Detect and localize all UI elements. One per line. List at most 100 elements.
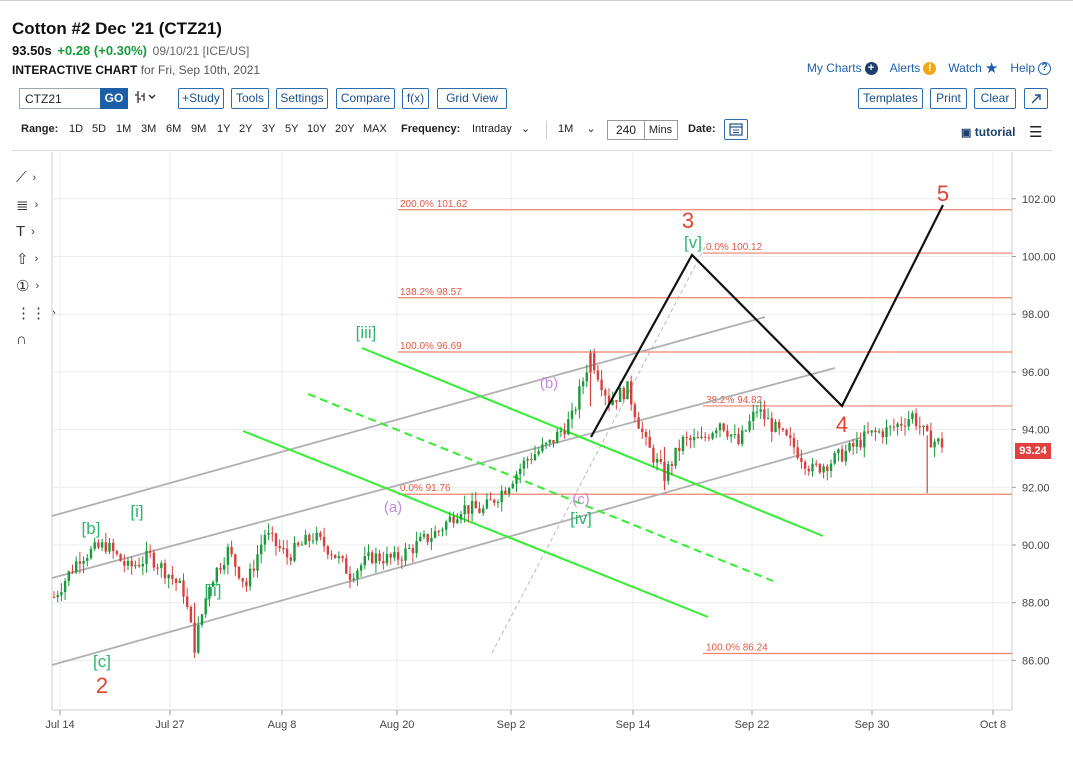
candle-body: [189, 606, 193, 623]
candle-body: [163, 563, 167, 579]
wave-label: [v]: [684, 233, 702, 252]
candle-body: [137, 565, 141, 567]
candle-body: [337, 556, 341, 559]
candle-body: [211, 581, 215, 587]
text-tool[interactable]: T ›: [16, 218, 50, 245]
fx-button[interactable]: f(x): [402, 88, 429, 109]
candle-body: [622, 387, 625, 400]
candle-body: [840, 449, 844, 462]
candle-body: [655, 458, 659, 463]
symbol-input[interactable]: [19, 88, 101, 109]
candle-body: [722, 423, 725, 431]
go-button[interactable]: GO: [100, 88, 128, 109]
candle-body: [678, 447, 681, 452]
candle-body: [637, 417, 640, 429]
candle-body: [278, 545, 281, 548]
print-button[interactable]: Print: [930, 88, 967, 109]
range-9m[interactable]: 9M: [191, 123, 207, 135]
candle-body: [567, 419, 570, 435]
help-link[interactable]: Help ?: [1010, 61, 1051, 75]
my-charts-link[interactable]: My Charts +: [807, 61, 878, 75]
candle-body: [489, 499, 492, 501]
candle-body: [533, 454, 537, 460]
range-20y[interactable]: 20Y: [335, 123, 355, 135]
candle-body: [630, 381, 633, 405]
chevron-down-icon: ⌄: [520, 123, 531, 135]
fib-tool[interactable]: ≣ ›: [16, 191, 50, 218]
candle-body: [182, 580, 185, 597]
range-1d[interactable]: 1D: [69, 123, 84, 135]
film-icon: ▣: [961, 127, 972, 139]
chevron-right-icon: ›: [32, 171, 37, 184]
candle-body: [770, 418, 773, 432]
frequency-select[interactable]: Intraday ⌄: [472, 122, 530, 135]
interval-select[interactable]: 1M ⌄: [558, 122, 596, 135]
watch-link[interactable]: Watch ★: [948, 61, 998, 76]
line-tool[interactable]: ⟋ ›: [16, 164, 50, 191]
range-10y[interactable]: 10Y: [307, 123, 327, 135]
pattern-tool[interactable]: ⋮⋮ ›: [16, 299, 56, 326]
numbered-circle-icon: ①: [16, 277, 30, 295]
range-5d[interactable]: 5D: [92, 123, 107, 135]
fullscreen-button[interactable]: [1024, 88, 1048, 109]
range-6m[interactable]: 6M: [166, 123, 182, 135]
candle-body: [241, 578, 244, 582]
templates-button[interactable]: Templates: [858, 88, 923, 109]
candle-body: [56, 595, 59, 598]
study-button[interactable]: +Study: [178, 88, 224, 109]
candle-body: [833, 453, 836, 464]
candle-body: [729, 434, 733, 437]
range-2y[interactable]: 2Y: [239, 123, 253, 135]
green-channel-upper: [361, 347, 824, 537]
candle-body: [548, 439, 551, 443]
candle-body: [197, 624, 200, 653]
fib-level-label: 200.0% 101.62: [400, 199, 468, 210]
range-1y[interactable]: 1Y: [217, 123, 231, 135]
alerts-link[interactable]: Alerts !: [890, 61, 937, 75]
green-channel-mid: [307, 393, 774, 582]
wave-label: [iv]: [570, 509, 592, 528]
candle-body: [733, 434, 736, 436]
range-3y[interactable]: 3Y: [262, 123, 276, 135]
tools-button[interactable]: Tools: [231, 88, 269, 109]
candle-body: [785, 429, 788, 436]
chevron-right-icon: ›: [52, 306, 56, 319]
candle-body: [907, 419, 910, 427]
counter-tool[interactable]: ① ›: [16, 272, 50, 299]
compare-button[interactable]: Compare: [336, 88, 395, 109]
range-max[interactable]: MAX: [363, 123, 387, 135]
minutes-input[interactable]: 240: [607, 120, 645, 140]
candle-body: [715, 430, 718, 434]
trend-channel-line: [51, 316, 766, 517]
candle-body: [404, 548, 407, 561]
range-label: Range:: [21, 123, 59, 135]
candle-body: [929, 430, 933, 448]
range-5y[interactable]: 5Y: [285, 123, 299, 135]
candle-body: [75, 561, 78, 573]
candle-body: [741, 430, 744, 445]
candle-body: [903, 425, 907, 427]
menu-icon[interactable]: ☰: [1029, 124, 1043, 141]
candle-body: [526, 459, 529, 461]
candle-body: [874, 430, 877, 433]
candle-body: [415, 540, 418, 554]
x-tick-label: Sep 22: [735, 719, 770, 731]
candle-body: [100, 542, 104, 548]
chart-type-dropdown[interactable]: [134, 89, 160, 108]
range-1m[interactable]: 1M: [116, 123, 132, 135]
y-tick-label: 90.00: [1022, 540, 1050, 552]
tutorial-link[interactable]: ▣ tutorial: [961, 125, 1015, 139]
grid-view-button[interactable]: Grid View: [437, 88, 507, 109]
arrow-tool[interactable]: ⇧ ›: [16, 245, 50, 272]
candle-body: [744, 430, 748, 432]
date-picker-button[interactable]: [724, 119, 748, 140]
candle-body: [918, 426, 921, 428]
candle-body: [326, 546, 329, 555]
magnet-tool[interactable]: ∩: [16, 326, 50, 353]
clear-button[interactable]: Clear: [974, 88, 1016, 109]
settings-button[interactable]: Settings: [276, 88, 328, 109]
page-title: Cotton #2 Dec '21 (CTZ21): [12, 19, 222, 38]
candle-body: [248, 568, 252, 587]
range-3m[interactable]: 3M: [141, 123, 157, 135]
